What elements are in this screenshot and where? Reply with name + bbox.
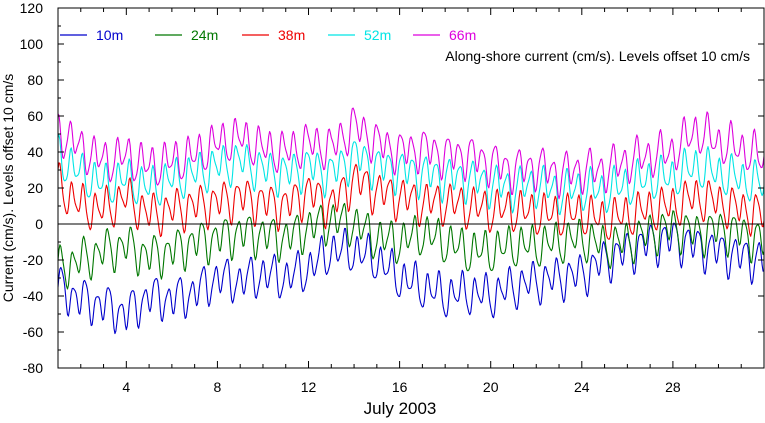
legend-label-52m: 52m: [364, 27, 391, 43]
legend-label-24m: 24m: [191, 27, 218, 43]
y-tick-label: 20: [27, 180, 43, 196]
series-line-52m: [57, 134, 765, 216]
y-tick-label: 40: [27, 144, 43, 160]
y-tick-label: -20: [23, 252, 43, 268]
y-axis: -80 -60 -40 -20 0 20 40 60 80 100 120: [20, 0, 764, 376]
x-tick-label: 20: [483, 379, 499, 395]
x-tick-label: 16: [392, 379, 408, 395]
y-tick-label: 60: [27, 108, 43, 124]
x-tick-label: 12: [301, 379, 317, 395]
y-tick-label: 0: [35, 216, 43, 232]
series-lines: [57, 107, 765, 335]
y-axis-title: Current (cm/s). Levels offset 10 cm/s: [0, 74, 16, 302]
x-tick-label: 24: [574, 379, 590, 395]
y-tick-label: 80: [27, 72, 43, 88]
series-line-38m: [57, 162, 765, 240]
y-tick-label: -60: [23, 324, 43, 340]
y-tick-label: 100: [20, 36, 44, 52]
x-tick-label: 28: [665, 379, 681, 395]
y-tick-label: -40: [23, 288, 43, 304]
x-tick-label: 8: [214, 379, 222, 395]
chart-annotation: Along-shore current (cm/s). Levels offse…: [445, 48, 750, 64]
y-tick-label: -80: [23, 360, 43, 376]
y-tick-label: 120: [20, 0, 44, 16]
legend-label-38m: 38m: [278, 27, 305, 43]
series-line-66m: [57, 107, 765, 200]
x-axis: 4 8 12 16 20 24 28: [57, 8, 765, 395]
legend-label-10m: 10m: [96, 27, 123, 43]
x-tick-label: 4: [122, 379, 130, 395]
x-axis-title: July 2003: [364, 399, 437, 418]
legend-label-66m: 66m: [449, 27, 476, 43]
legend: 10m 24m 38m 52m 66m: [60, 27, 476, 43]
series-line-24m: [57, 202, 765, 290]
series-line-10m: [57, 222, 765, 335]
